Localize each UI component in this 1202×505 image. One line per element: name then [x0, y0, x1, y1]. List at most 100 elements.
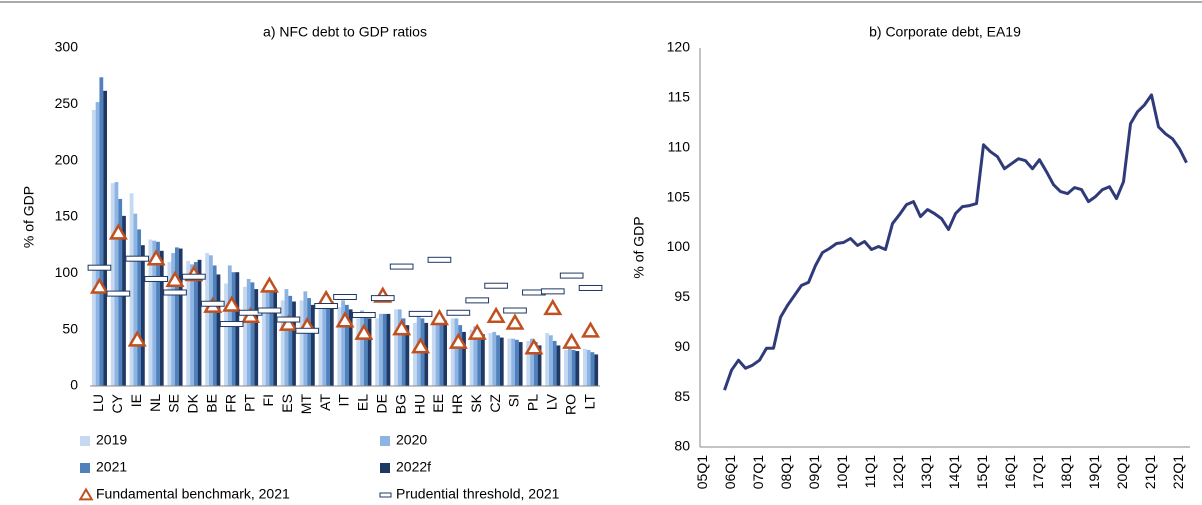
threshold-marker [163, 289, 187, 296]
x-tick-label: CY [109, 393, 125, 413]
bar [469, 329, 474, 386]
bar [556, 345, 561, 386]
legend-swatch [380, 436, 390, 446]
bar [95, 102, 100, 386]
y-tick-label: 120 [667, 39, 691, 55]
x-tick-label: 16Q1 [1002, 455, 1018, 489]
bar [397, 309, 402, 386]
bar [583, 348, 587, 386]
bar [345, 304, 349, 386]
bar [499, 337, 504, 386]
bar [394, 309, 398, 386]
bar [363, 312, 368, 386]
bar [152, 240, 157, 386]
bar [193, 262, 198, 386]
legend-swatch [80, 436, 90, 446]
threshold-marker [295, 327, 320, 334]
legend-swatch [380, 463, 390, 473]
bar [450, 318, 455, 386]
y-tick-label: 95 [674, 288, 690, 304]
legend-label: Prudential threshold, 2021 [396, 486, 560, 502]
bar [405, 325, 410, 386]
benchmark-marker [429, 308, 449, 326]
benchmark-marker [165, 270, 185, 287]
x-tick-label: 14Q1 [946, 455, 962, 489]
legend-label: 2021 [96, 459, 127, 475]
bar [431, 324, 436, 386]
x-tick-label: 17Q1 [1030, 455, 1046, 489]
bar [303, 291, 308, 386]
bar [337, 307, 342, 386]
benchmark-marker [354, 323, 374, 340]
bar [477, 330, 481, 386]
benchmark-marker [448, 332, 468, 349]
bar [537, 345, 542, 386]
bar [518, 342, 523, 386]
threshold-marker [559, 272, 584, 279]
y-tick-label: 105 [667, 188, 691, 204]
threshold-marker [314, 303, 338, 310]
threshold-marker [276, 316, 301, 323]
x-tick-label: 13Q1 [918, 455, 934, 489]
benchmark-marker [127, 330, 147, 347]
bar [311, 304, 315, 386]
bar [458, 325, 463, 386]
bar [594, 354, 599, 386]
x-tick-label: SK [468, 393, 484, 412]
x-tick-label: 18Q1 [1058, 455, 1074, 489]
bar [246, 278, 251, 386]
bar [367, 318, 372, 386]
x-tick-label: 05Q1 [694, 455, 710, 489]
bar [288, 295, 293, 386]
benchmark-marker [524, 338, 544, 355]
benchmark-marker [467, 323, 487, 340]
bar [318, 303, 323, 386]
x-tick-label: 21Q1 [1142, 455, 1158, 489]
bar [533, 342, 538, 386]
bar [492, 331, 497, 386]
bar [243, 286, 247, 386]
bar [511, 338, 515, 386]
threshold-marker [465, 297, 490, 304]
bar [552, 340, 557, 386]
y-tick-label: 0 [70, 377, 78, 393]
bar [292, 301, 296, 386]
threshold-marker [370, 295, 395, 302]
x-tick-label: 15Q1 [974, 455, 990, 489]
bar [329, 301, 334, 386]
bar [360, 310, 364, 386]
threshold-marker [427, 256, 452, 263]
bar [526, 340, 531, 386]
bar [435, 315, 440, 386]
bar [382, 313, 387, 386]
x-tick-label: BE [203, 394, 219, 413]
bar [186, 260, 191, 386]
bar [250, 282, 255, 386]
bar [462, 331, 466, 386]
bar [235, 272, 240, 386]
threshold-marker [389, 263, 414, 270]
bar [284, 289, 289, 386]
threshold-marker [182, 273, 206, 280]
x-tick-label: PL [525, 394, 541, 411]
benchmark-marker [411, 337, 431, 354]
bar [375, 318, 379, 386]
x-tick-label: 22Q1 [1170, 455, 1186, 489]
x-tick-label: IT [336, 394, 352, 407]
bar [439, 318, 444, 386]
bar [205, 253, 209, 386]
bar [401, 318, 406, 386]
y-tick-label: 80 [674, 438, 690, 454]
bar [91, 109, 96, 386]
bar [326, 299, 330, 386]
bar [129, 193, 134, 386]
chart-title: b) Corporate debt, EA19 [869, 24, 1021, 40]
bar [224, 283, 228, 386]
x-tick-label: SI [506, 394, 522, 407]
bar [473, 326, 478, 386]
y-tick-label: 100 [667, 238, 691, 254]
bar [307, 298, 311, 386]
bar [231, 272, 236, 386]
bar [299, 300, 304, 386]
x-tick-label: EE [430, 394, 446, 413]
